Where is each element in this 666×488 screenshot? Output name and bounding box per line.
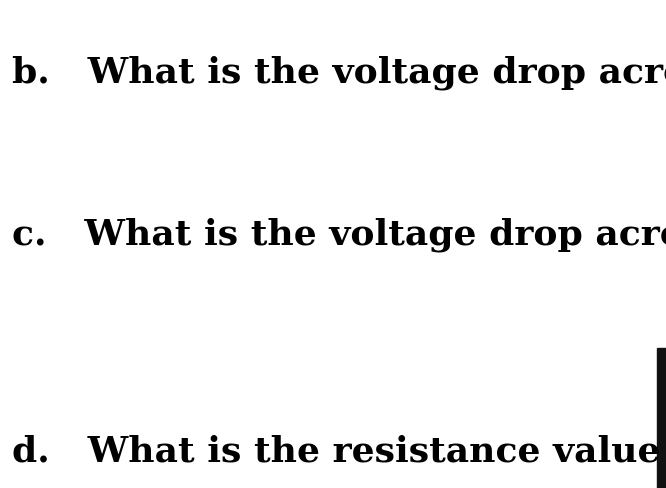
Text: c.   What is the voltage drop across R2?: c. What is the voltage drop across R2? — [12, 218, 666, 252]
Text: b.   What is the voltage drop across R1?: b. What is the voltage drop across R1? — [12, 55, 666, 89]
Bar — [657, 348, 666, 488]
Text: d.   What is the resistance value of R3?: d. What is the resistance value of R3? — [12, 435, 666, 469]
